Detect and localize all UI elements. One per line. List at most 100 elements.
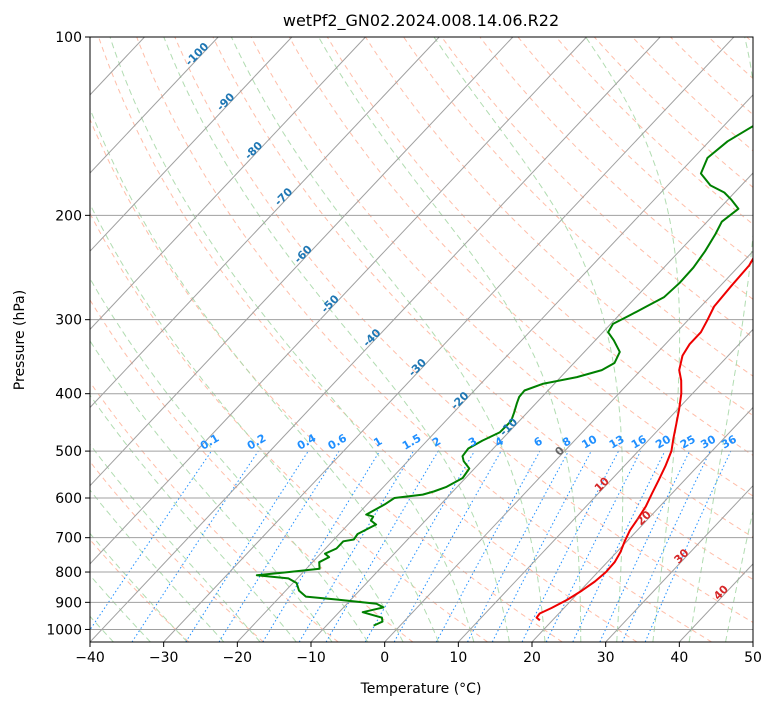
isotherm-tick-label: -60 bbox=[292, 242, 315, 265]
x-tick-label: 50 bbox=[744, 650, 762, 666]
dry-adiabat-line bbox=[90, 212, 488, 642]
isotherm-gridline bbox=[90, 37, 440, 409]
dry-adiabat-line bbox=[212, 37, 753, 581]
dry-adiabat-line bbox=[365, 37, 753, 417]
x-tick-label: 30 bbox=[597, 650, 615, 666]
isotherm-gridline bbox=[752, 641, 753, 642]
isotherm-gridline bbox=[90, 37, 219, 174]
moist-adiabat-line bbox=[90, 443, 261, 642]
isotherm-gridline bbox=[90, 37, 514, 487]
mixing-ratio-line bbox=[572, 450, 666, 642]
moist-adiabat-line bbox=[318, 37, 582, 642]
x-tick-label: 40 bbox=[670, 650, 688, 666]
mixing-ratio-line bbox=[644, 450, 732, 642]
mixing-ratio-label: 0.4 bbox=[295, 431, 319, 452]
isotherm-tick-label: -40 bbox=[360, 326, 383, 349]
mixing-ratio-line bbox=[545, 450, 642, 642]
isotherm-tick-label: -90 bbox=[214, 90, 237, 113]
dry-adiabat-line bbox=[632, 37, 753, 152]
isotherm-tick-label: 40 bbox=[711, 582, 731, 602]
mixing-ratio-line bbox=[185, 450, 309, 642]
y-axis-label: Pressure (hPa) bbox=[12, 290, 28, 390]
moist-adiabat-line bbox=[90, 339, 333, 642]
moist-adiabat-line bbox=[109, 37, 475, 642]
series-layer bbox=[255, 124, 753, 627]
y-tick-label: 500 bbox=[55, 444, 82, 460]
isotherm-tick-label: -50 bbox=[319, 292, 342, 315]
mixing-ratio-label: 10 bbox=[580, 432, 600, 451]
moist-adiabat-line bbox=[90, 107, 439, 642]
isotherm-gridline bbox=[310, 172, 753, 642]
dry-adiabat-line bbox=[288, 37, 753, 497]
dry-adiabat-line bbox=[441, 37, 753, 339]
mixing-ratio-label: 16 bbox=[629, 432, 649, 451]
x-tick-label: 0 bbox=[380, 650, 389, 666]
mixing-ratio-line bbox=[621, 450, 711, 642]
y-tick-label: 300 bbox=[55, 313, 82, 329]
x-tick-label: −10 bbox=[296, 650, 326, 666]
mixing-ratio-label: 20 bbox=[653, 432, 673, 451]
background-lines bbox=[90, 37, 753, 642]
isotherm-gridline bbox=[90, 37, 293, 252]
isotherm-gridline bbox=[90, 37, 366, 331]
y-tick-label: 1000 bbox=[46, 622, 82, 638]
moist-adiabat-line bbox=[90, 277, 369, 642]
x-tick-label: −40 bbox=[75, 650, 105, 666]
isotherm-gridline bbox=[90, 37, 661, 642]
isotherm-tick-label: -70 bbox=[272, 185, 295, 208]
y-tick-label: 400 bbox=[55, 387, 82, 403]
mixing-ratio-line bbox=[262, 450, 381, 642]
mixing-ratio-line bbox=[599, 450, 691, 642]
dry-adiabat-line bbox=[90, 299, 414, 642]
isotherm-gridline bbox=[90, 37, 587, 565]
dewpoint-profile bbox=[255, 124, 753, 627]
dry-adiabat-line bbox=[555, 37, 753, 225]
x-tick-label: 20 bbox=[523, 650, 541, 666]
y-tick-label: 600 bbox=[55, 491, 82, 507]
mixing-ratio-line bbox=[393, 450, 502, 642]
isotherm-tick-label: 10 bbox=[592, 474, 612, 494]
isotherm-tick-label: -10 bbox=[497, 415, 520, 438]
dry-adiabat-line bbox=[708, 37, 753, 80]
moist-adiabat-line bbox=[433, 37, 624, 642]
chart-title: wetPf2_GN02.2024.008.14.06.R22 bbox=[283, 11, 559, 31]
mixing-ratio-line bbox=[218, 450, 340, 642]
isotherm-gridline bbox=[531, 406, 753, 642]
mixing-ratio-label: 30 bbox=[698, 432, 718, 451]
y-tick-label: 700 bbox=[55, 531, 82, 547]
moist-adiabat-line bbox=[90, 489, 225, 642]
isotherm-gridline bbox=[236, 94, 753, 642]
mixing-ratio-label: 2 bbox=[430, 435, 443, 450]
moist-adiabat-line bbox=[230, 37, 546, 642]
isotherm-tick-label: -80 bbox=[242, 139, 265, 162]
moist-adiabat-line bbox=[163, 37, 510, 642]
x-axis-label: Temperature (°C) bbox=[360, 681, 482, 697]
isotherm-tick-label: -30 bbox=[406, 356, 429, 379]
mixing-ratio-line bbox=[467, 450, 569, 642]
moist-adiabat-line bbox=[90, 394, 297, 642]
mixing-ratio-line bbox=[364, 450, 475, 642]
x-tick-label: −30 bbox=[149, 650, 179, 666]
moist-adiabat-line bbox=[725, 508, 753, 642]
dry-adiabat-line bbox=[479, 37, 753, 300]
label-layer: -100-90-80-70-60-50-40-30-20-10010203040… bbox=[183, 40, 740, 603]
mixing-ratio-label: 13 bbox=[607, 433, 627, 452]
dry-adiabat-line bbox=[90, 460, 264, 642]
isotherm-tick-label: -100 bbox=[183, 40, 212, 69]
dry-adiabat-line bbox=[250, 37, 753, 538]
dry-adiabat-line bbox=[90, 538, 190, 642]
isotherm-gridline bbox=[384, 250, 753, 642]
mixing-ratio-label: 3 bbox=[466, 435, 479, 450]
y-tick-label: 800 bbox=[55, 565, 82, 581]
isotherm-tick-label: 30 bbox=[672, 546, 692, 566]
dry-adiabat-line bbox=[517, 37, 753, 263]
mixing-ratio-label: 6 bbox=[532, 434, 545, 449]
mixing-ratio-label: 8 bbox=[560, 435, 573, 450]
x-tick-label: −20 bbox=[223, 650, 253, 666]
x-axis: −40 −30 −20 −10 0 10 20 30 40 50 bbox=[75, 642, 762, 666]
mixing-ratio-line bbox=[325, 450, 439, 642]
isotherm-gridline bbox=[605, 484, 753, 642]
mixing-ratio-label: 1 bbox=[371, 435, 384, 450]
moist-adiabat-line bbox=[688, 37, 753, 642]
